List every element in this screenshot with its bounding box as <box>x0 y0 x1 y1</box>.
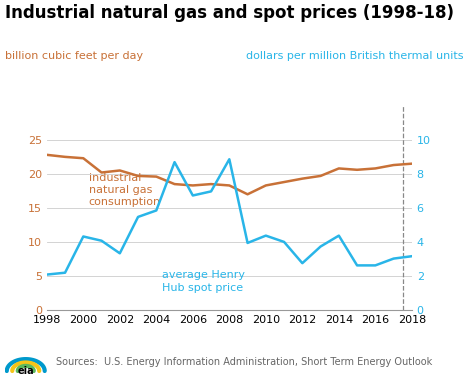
Text: average Henry
Hub spot price: average Henry Hub spot price <box>162 271 245 293</box>
Text: billion cubic feet per day: billion cubic feet per day <box>5 51 143 61</box>
Text: Sources:  U.S. Energy Information Administration, Short Term Energy Outlook: Sources: U.S. Energy Information Adminis… <box>56 357 432 367</box>
Text: industrial
natural gas
consumption: industrial natural gas consumption <box>89 172 161 207</box>
Text: Industrial natural gas and spot prices (1998-18): Industrial natural gas and spot prices (… <box>5 4 453 22</box>
Text: dollars per million British thermal units: dollars per million British thermal unit… <box>246 51 463 61</box>
Text: eia: eia <box>17 366 34 376</box>
